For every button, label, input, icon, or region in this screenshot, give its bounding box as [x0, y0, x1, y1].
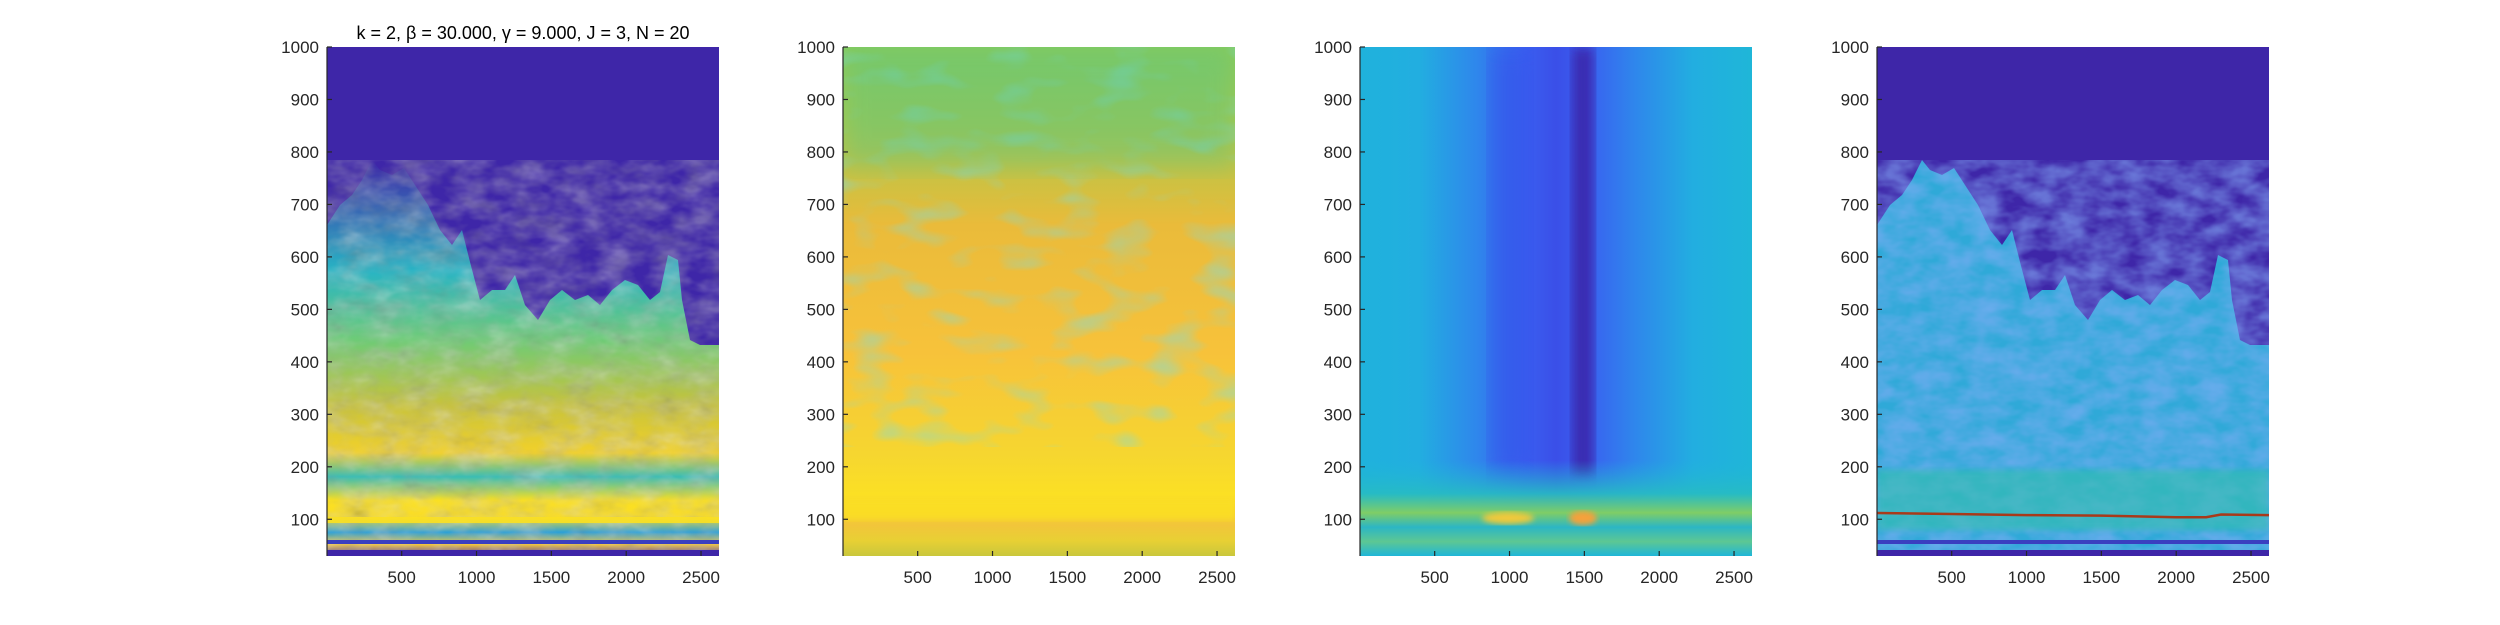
panel-1-y-tick-label: 300 — [291, 405, 319, 424]
panel-3-dark-side — [1490, 47, 1530, 477]
panel-1-y-tick-label: 200 — [291, 458, 319, 477]
panel-4-y-tick-label: 100 — [1841, 510, 1869, 529]
panel-4-x-tick-label: 2500 — [2232, 568, 2270, 587]
panel-1-x-tick-label: 1500 — [532, 568, 570, 587]
panel-1-x-tick-label: 2500 — [682, 568, 720, 587]
panel-2-y-tick-label: 300 — [807, 405, 835, 424]
panel-1 — [327, 47, 719, 556]
panel-2-upper-green — [843, 47, 1235, 167]
panel-3-x-tick-label: 500 — [1421, 568, 1449, 587]
panel-4-y-tick-label: 700 — [1841, 195, 1869, 214]
panel-1-y-tick-label: 700 — [291, 195, 319, 214]
panel-4-y-tick-label: 200 — [1841, 458, 1869, 477]
panel-4-x-tick-label: 1500 — [2082, 568, 2120, 587]
panel-3-bottom-bands — [1360, 460, 1752, 556]
panel-1-x-tick-label: 1000 — [458, 568, 496, 587]
panel-1-y-tick-label: 400 — [291, 353, 319, 372]
panel-4-y-tick-label: 900 — [1841, 90, 1869, 109]
panel-3-dark-core — [1572, 47, 1594, 477]
panel-2-x-tick-label: 1500 — [1048, 568, 1086, 587]
panel-1-x-tick-label: 500 — [388, 568, 416, 587]
panel-2-y-tick-label: 900 — [807, 90, 835, 109]
panel-4-y-tick-label: 500 — [1841, 300, 1869, 319]
panel-4-y-tick-label: 400 — [1841, 353, 1869, 372]
panel-3-y-tick-label: 400 — [1324, 353, 1352, 372]
panel-2-y-tick-label: 600 — [807, 248, 835, 267]
panel-2 — [843, 47, 1235, 556]
panel-4-band-dark — [1877, 540, 2269, 544]
panel-3-x-tick-label: 2000 — [1640, 568, 1678, 587]
panel-1-texture — [327, 160, 719, 556]
panel-3-y-tick-label: 800 — [1324, 143, 1352, 162]
panel-1-y-tick-label: 900 — [291, 90, 319, 109]
panel-2-x-tick-label: 500 — [904, 568, 932, 587]
panel-3-y-tick-label: 1000 — [1314, 38, 1352, 57]
panel-1-y-tick-label: 600 — [291, 248, 319, 267]
panel-1-y-tick-label: 500 — [291, 300, 319, 319]
panel-3-y-tick-label: 500 — [1324, 300, 1352, 319]
panel-2-y-tick-label: 200 — [807, 458, 835, 477]
panel-4-y-tick-label: 1000 — [1831, 38, 1869, 57]
panel-3-y-tick-label: 900 — [1324, 90, 1352, 109]
panel-4-x-tick-label: 500 — [1938, 568, 1966, 587]
panel-3-hotspot-left — [1482, 512, 1534, 524]
panel-3-x-tick-label: 1500 — [1565, 568, 1603, 587]
panel-1-band-bottom — [327, 550, 719, 556]
panel-1-band-dark — [327, 540, 719, 544]
panel-2-y-tick-label: 400 — [807, 353, 835, 372]
panel-4-y-tick-label: 800 — [1841, 143, 1869, 162]
panel-3-y-tick-label: 200 — [1324, 458, 1352, 477]
panel-4-texture — [1877, 160, 2269, 556]
panel-3-y-tick-label: 700 — [1324, 195, 1352, 214]
panel-2-x-tick-label: 2000 — [1123, 568, 1161, 587]
panel-4-ridge-line — [1877, 511, 2269, 519]
panel-2-y-tick-label: 700 — [807, 195, 835, 214]
panel-4-band-bottom — [1877, 550, 2269, 556]
panel-3-y-tick-label: 300 — [1324, 405, 1352, 424]
panel-2-x-tick-label: 2500 — [1198, 568, 1236, 587]
axes: 100 200 300 400 500 600 700 800 900 1000 500 1000 15… — [281, 23, 2270, 587]
panel-2-y-tick-label: 500 — [807, 300, 835, 319]
panel-2-y-tick-label: 1000 — [797, 38, 835, 57]
panel-4-y-tick-label: 300 — [1841, 405, 1869, 424]
panel-4-x-tick-label: 1000 — [2008, 568, 2046, 587]
panel-3-y-tick-label: 600 — [1324, 248, 1352, 267]
panel-3-y-tick-label: 100 — [1324, 510, 1352, 529]
panel-3-x-tick-label: 1000 — [1491, 568, 1529, 587]
panel-1-y-tick-label: 100 — [291, 510, 319, 529]
panel-3-hotspot-center — [1569, 511, 1597, 525]
panel-2-y-tick-label: 800 — [807, 143, 835, 162]
panel-1-band-100 — [327, 517, 719, 523]
panel-4-x-tick-label: 2000 — [2157, 568, 2195, 587]
panel-3 — [1360, 47, 1752, 556]
panel-4 — [1877, 47, 2269, 556]
panel-1-x-tick-label: 2000 — [607, 568, 645, 587]
panel-2-x-tick-label: 1000 — [974, 568, 1012, 587]
panel-2-y-tick-label: 100 — [807, 510, 835, 529]
panel-4-y-tick-label: 600 — [1841, 248, 1869, 267]
panel-1-y-tick-label: 1000 — [281, 38, 319, 57]
panel-4-green-band — [1877, 470, 2269, 530]
panel-2-bright-band — [843, 500, 1235, 520]
panel-1-y-tick-label: 800 — [291, 143, 319, 162]
panel-1-title: k = 2, β = 30.000, γ = 9.000, J = 3, N =… — [356, 23, 689, 43]
panel-3-x-tick-label: 2500 — [1715, 568, 1753, 587]
